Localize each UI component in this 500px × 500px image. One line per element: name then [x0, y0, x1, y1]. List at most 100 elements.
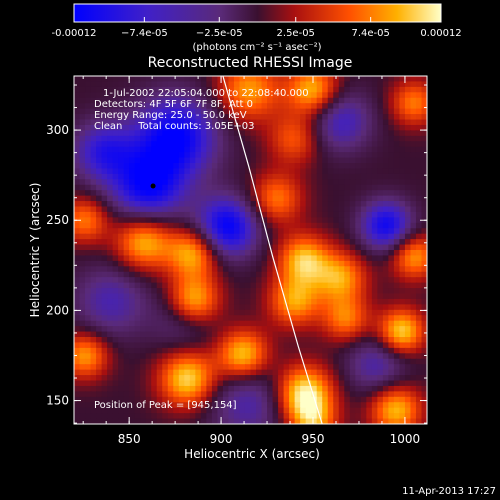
- heatmap-cell: [322, 298, 329, 305]
- heatmap-cell: [344, 244, 351, 251]
- heatmap-cell: [415, 201, 423, 208]
- heatmap-cell: [151, 342, 158, 349]
- heatmap-cell: [162, 233, 169, 240]
- heatmap-cell: [85, 92, 92, 99]
- heatmap-cell: [151, 407, 158, 414]
- heatmap-cell: [101, 190, 108, 197]
- heatmap-cell: [294, 337, 301, 344]
- heatmap-cell: [140, 407, 147, 414]
- heatmap-cell: [156, 288, 163, 295]
- heatmap-cell: [338, 250, 345, 257]
- heatmap-cell: [355, 103, 362, 110]
- heatmap-cell: [377, 239, 384, 246]
- heatmap-cell: [195, 380, 202, 387]
- heatmap-cell: [305, 320, 312, 327]
- heatmap-cell: [96, 315, 103, 322]
- heatmap-cell: [200, 135, 207, 142]
- heatmap-cell: [112, 141, 119, 148]
- heatmap-cell: [167, 119, 174, 126]
- heatmap-cell: [300, 293, 307, 300]
- heatmap-cell: [134, 92, 141, 99]
- heatmap-cell: [195, 282, 202, 289]
- heatmap-cell: [244, 195, 252, 202]
- heatmap-cell: [184, 228, 191, 235]
- heatmap-cell: [195, 141, 202, 148]
- heatmap-cell: [145, 141, 152, 148]
- heatmap-cell: [300, 81, 307, 88]
- heatmap-cell: [305, 418, 312, 424]
- heatmap-cell: [294, 152, 301, 159]
- heatmap-cell: [96, 146, 103, 153]
- heatmap-cell: [371, 130, 378, 137]
- heatmap-cell: [333, 288, 340, 295]
- heatmap-cell: [233, 260, 241, 267]
- heatmap-cell: [256, 228, 263, 235]
- heatmap-cell: [272, 108, 279, 115]
- heatmap-cell: [228, 211, 235, 218]
- heatmap-cell: [79, 152, 86, 159]
- heatmap-cell: [167, 81, 174, 88]
- heatmap-cell: [382, 277, 389, 284]
- heatmap-cell: [366, 108, 373, 115]
- heatmap-cell: [162, 103, 169, 110]
- heatmap-cell: [322, 195, 329, 202]
- heatmap-cell: [173, 184, 180, 191]
- heatmap-cell: [371, 124, 378, 131]
- heatmap-cell: [145, 396, 152, 403]
- heatmap-cell: [289, 255, 296, 262]
- heatmap-cell: [322, 293, 329, 300]
- heatmap-cell: [189, 277, 196, 284]
- heatmap-cell: [112, 135, 119, 142]
- heatmap-cell: [195, 347, 202, 354]
- heatmap-cell: [349, 103, 356, 110]
- heatmap-cell: [399, 130, 406, 137]
- heatmap-cell: [189, 206, 196, 213]
- heatmap-cell: [327, 239, 334, 246]
- heatmap-cell: [311, 277, 318, 284]
- heatmap-cell: [151, 288, 158, 295]
- heatmap-cell: [101, 250, 108, 257]
- heatmap-cell: [267, 92, 274, 99]
- heatmap-cell: [123, 358, 130, 365]
- heatmap-cell: [74, 92, 81, 99]
- heatmap-cell: [118, 271, 125, 278]
- heatmap-cell: [200, 239, 207, 246]
- heatmap-cell: [338, 195, 345, 202]
- heatmap-cell: [382, 146, 389, 153]
- heatmap-cell: [74, 233, 81, 240]
- heatmap-cell: [349, 304, 356, 311]
- heatmap-cell: [410, 315, 417, 322]
- heatmap-cell: [256, 124, 263, 131]
- heatmap-cell: [244, 76, 252, 83]
- heatmap-cell: [294, 146, 301, 153]
- heatmap-cell: [382, 168, 389, 175]
- heatmap-cell: [151, 114, 158, 121]
- heatmap-cell: [272, 380, 279, 387]
- heatmap-cell: [129, 239, 136, 246]
- heatmap-cell: [399, 114, 406, 121]
- heatmap-cell: [267, 342, 274, 349]
- heatmap-cell: [349, 271, 356, 278]
- heatmap-cell: [162, 239, 169, 246]
- heatmap-cell: [344, 124, 351, 131]
- heatmap-cell: [349, 81, 356, 88]
- heatmap-cell: [272, 282, 279, 289]
- heatmap-cell: [404, 298, 412, 305]
- heatmap-cell: [371, 277, 378, 284]
- heatmap-cell: [228, 146, 235, 153]
- heatmap-cell: [283, 391, 290, 398]
- heatmap-cell: [228, 108, 235, 115]
- heatmap-cell: [211, 260, 219, 267]
- heatmap-cell: [96, 92, 103, 99]
- heatmap-cell: [283, 260, 290, 267]
- heatmap-cell: [156, 413, 163, 420]
- heatmap-cell: [388, 315, 395, 322]
- heatmap-cell: [244, 304, 252, 311]
- heatmap-cell: [206, 157, 213, 164]
- heatmap-cell: [305, 201, 312, 208]
- heatmap-cell: [74, 418, 81, 424]
- heatmap-cell: [382, 179, 389, 186]
- heatmap-cell: [178, 222, 185, 229]
- heatmap-cell: [322, 315, 329, 322]
- heatmap-cell: [294, 391, 301, 398]
